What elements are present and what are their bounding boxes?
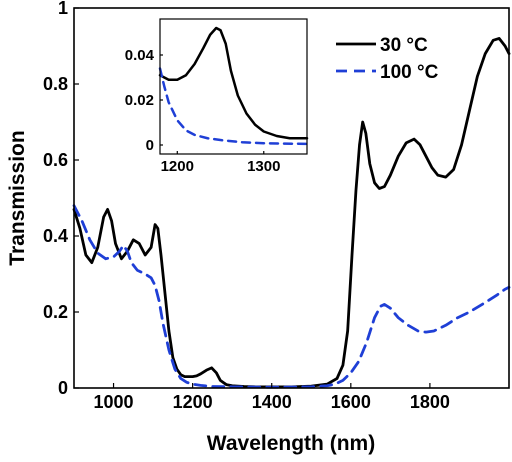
inset-chart: 1200 1300 0 0.02 0.04: [125, 18, 309, 175]
main-y-tick-label: 0: [58, 378, 68, 398]
legend-label-30c: 30 °C: [380, 35, 428, 56]
inset-plot-area: [160, 19, 307, 154]
main-x-tick-label: 1800: [410, 392, 450, 412]
inset-y-tick-label: 0.04: [125, 47, 155, 64]
main-y-tick-label: 0.2: [43, 302, 68, 322]
main-y-tick-label: 1: [58, 0, 68, 18]
main-x-tick-label: 1400: [252, 392, 292, 412]
inset-series-line-100c: [158, 67, 309, 146]
plot-frame: [73, 7, 510, 389]
main-y-tick-label: 0.8: [43, 74, 68, 94]
inset-series-line-30c: [158, 26, 309, 140]
main-y-tick-label: 0.6: [43, 150, 68, 170]
main-x-tick-label: 1000: [94, 392, 134, 412]
legend: 30 °C 100 °C: [336, 35, 439, 83]
inset-x-tick-label: 1200: [161, 158, 194, 175]
inset-y-tick-label: 0.02: [125, 92, 154, 109]
main-series-line-100c: [72, 204, 511, 389]
inset-frame: [159, 18, 308, 155]
x-axis-label: Wavelength (nm): [207, 432, 375, 455]
inset-x-tick-label: 1300: [247, 158, 280, 175]
main-x-tick-label: 1200: [173, 392, 213, 412]
inset-y-tick-label: 0: [146, 137, 154, 154]
main-y-tick-label: 0.4: [43, 226, 68, 246]
legend-label-100c: 100 °C: [380, 62, 439, 83]
main-x-tick-label: 1600: [331, 392, 371, 412]
y-axis-label: Transmission: [6, 130, 29, 265]
